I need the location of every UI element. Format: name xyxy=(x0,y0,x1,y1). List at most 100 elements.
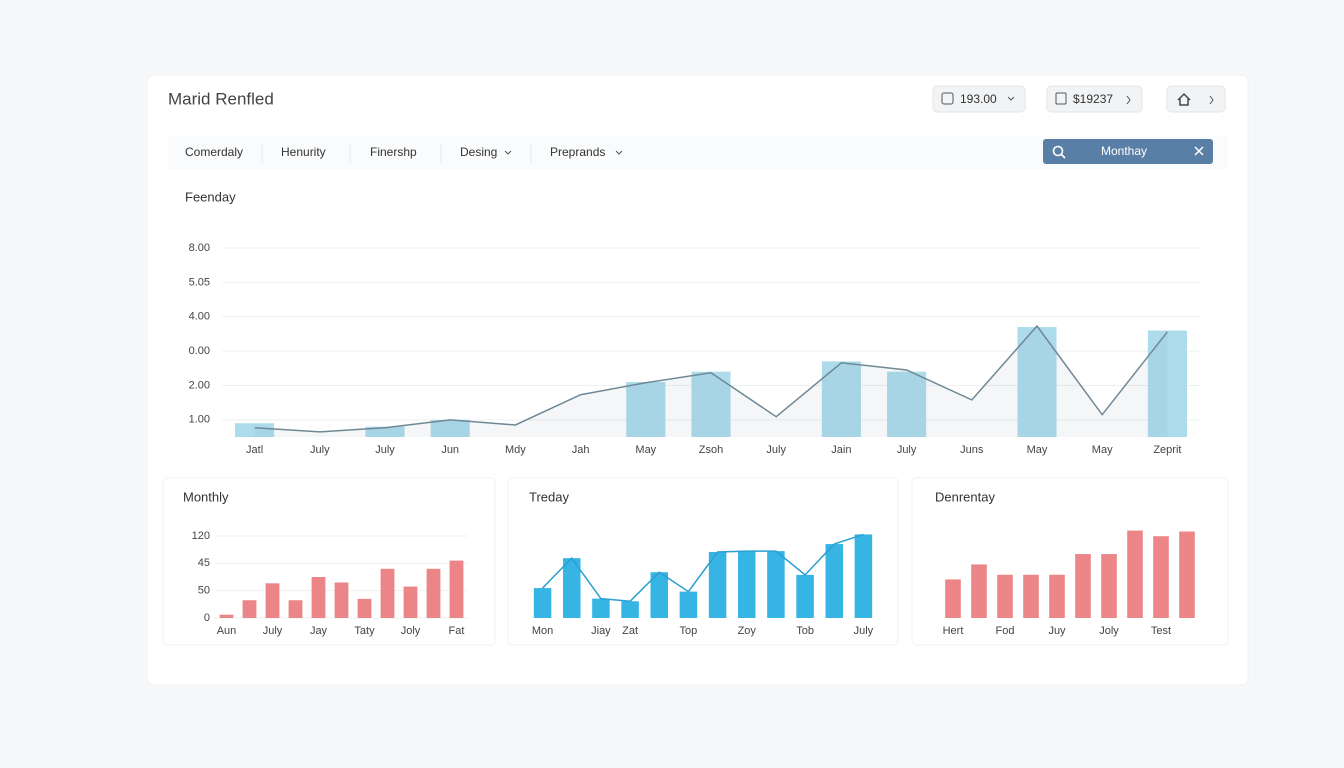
x-tick-label: May xyxy=(635,444,656,456)
bar xyxy=(533,588,552,618)
bar xyxy=(621,601,639,618)
tab[interactable]: Comerdaly xyxy=(185,145,243,159)
y-tick-label: 0.00 xyxy=(189,345,210,357)
chart-title: Feenday xyxy=(185,189,236,204)
bar xyxy=(430,419,470,437)
x-tick-label: Jatl xyxy=(246,444,263,456)
search-icon xyxy=(1052,145,1064,157)
x-tick-label: Juns xyxy=(960,444,984,456)
x-tick-label: Fat xyxy=(449,625,465,637)
search-value: Monthay xyxy=(1101,144,1147,158)
bar xyxy=(679,591,698,618)
tab[interactable]: Finershp xyxy=(370,145,417,159)
x-tick-label: July xyxy=(263,625,283,637)
x-tick-label: May xyxy=(1092,444,1113,456)
search-box[interactable] xyxy=(1043,139,1213,164)
bar xyxy=(563,558,581,618)
bar xyxy=(626,382,666,437)
x-tick-label: Juy xyxy=(1048,625,1066,637)
chevron xyxy=(1209,95,1214,105)
x-tick-label: July xyxy=(854,625,874,637)
bar xyxy=(1179,531,1195,618)
bar xyxy=(691,371,731,437)
bar xyxy=(365,426,405,437)
home-button[interactable] xyxy=(1166,85,1226,113)
line xyxy=(254,324,1168,433)
x-tick-label: Joly xyxy=(401,625,421,637)
bar xyxy=(1127,530,1143,618)
calendar-icon xyxy=(941,92,954,105)
y-tick-label: 0 xyxy=(204,612,210,624)
x-tick-label: Jain xyxy=(831,444,851,456)
bar xyxy=(403,586,418,618)
chevron xyxy=(1007,96,1015,101)
area xyxy=(254,326,1168,437)
chevron xyxy=(504,150,512,155)
bar xyxy=(288,600,303,618)
bar xyxy=(1049,574,1065,618)
y-tick-label: 1.00 xyxy=(189,414,210,426)
search-icon xyxy=(1060,153,1066,159)
clear-icon[interactable] xyxy=(1194,146,1204,156)
x-tick-label: Zeprit xyxy=(1153,444,1181,456)
bar xyxy=(235,423,275,437)
home-icon xyxy=(1177,92,1191,106)
bar xyxy=(971,564,987,618)
tab[interactable]: Preprands xyxy=(550,145,605,159)
control-button[interactable] xyxy=(932,85,1026,113)
doc-icon xyxy=(1055,92,1067,105)
tab[interactable]: Desing xyxy=(460,145,497,159)
x-tick-label: Jah xyxy=(572,444,590,456)
bar xyxy=(1153,536,1169,618)
bar xyxy=(592,598,610,618)
x-tick-label: Jun xyxy=(441,444,459,456)
x-tick-label: Jay xyxy=(310,625,328,637)
x-tick-label: Top xyxy=(680,625,698,637)
panel xyxy=(911,477,1229,646)
x-tick-label: Test xyxy=(1151,625,1171,637)
control-button[interactable] xyxy=(1046,85,1143,113)
bar xyxy=(796,574,814,618)
x-tick-label: Aun xyxy=(217,625,237,637)
control-label: $19237 xyxy=(1073,92,1113,106)
tab[interactable]: Henurity xyxy=(281,145,326,159)
bar xyxy=(945,579,961,618)
x-tick-label: Tob xyxy=(796,625,814,637)
bar xyxy=(265,583,280,618)
x-tick-label: May xyxy=(1027,444,1048,456)
bar xyxy=(825,544,843,618)
chevron xyxy=(615,150,623,155)
bar xyxy=(219,614,234,618)
x-tick-label: Fod xyxy=(996,625,1015,637)
y-tick-label: 45 xyxy=(198,557,210,569)
y-tick-label: 120 xyxy=(192,530,210,542)
x-tick-label: July xyxy=(766,444,786,456)
bar xyxy=(449,560,464,618)
page-title: Marid Renfled xyxy=(168,89,274,108)
bar xyxy=(242,600,257,618)
y-tick-label: 2.00 xyxy=(189,379,210,391)
bar xyxy=(426,568,441,618)
bar xyxy=(380,568,395,618)
bar xyxy=(738,551,756,618)
bar xyxy=(767,551,785,618)
bar xyxy=(1101,554,1117,618)
bar xyxy=(334,582,349,618)
chart-title: Treday xyxy=(529,489,569,504)
chart-title: Monthly xyxy=(183,489,229,504)
bar xyxy=(1023,574,1039,618)
y-tick-label: 50 xyxy=(198,585,210,597)
y-tick-label: 8.00 xyxy=(189,242,210,254)
x-tick-label: Mon xyxy=(532,625,553,637)
bar xyxy=(887,371,927,437)
bar xyxy=(357,598,372,618)
bar xyxy=(1075,554,1091,618)
bar xyxy=(708,552,727,618)
chart-title: Denrentay xyxy=(935,489,995,504)
bar xyxy=(854,534,873,618)
control-label: 193.00 xyxy=(960,92,997,106)
bar xyxy=(650,572,668,618)
x-tick-label: Mdy xyxy=(505,444,526,456)
line xyxy=(542,533,864,603)
bar xyxy=(997,574,1013,618)
